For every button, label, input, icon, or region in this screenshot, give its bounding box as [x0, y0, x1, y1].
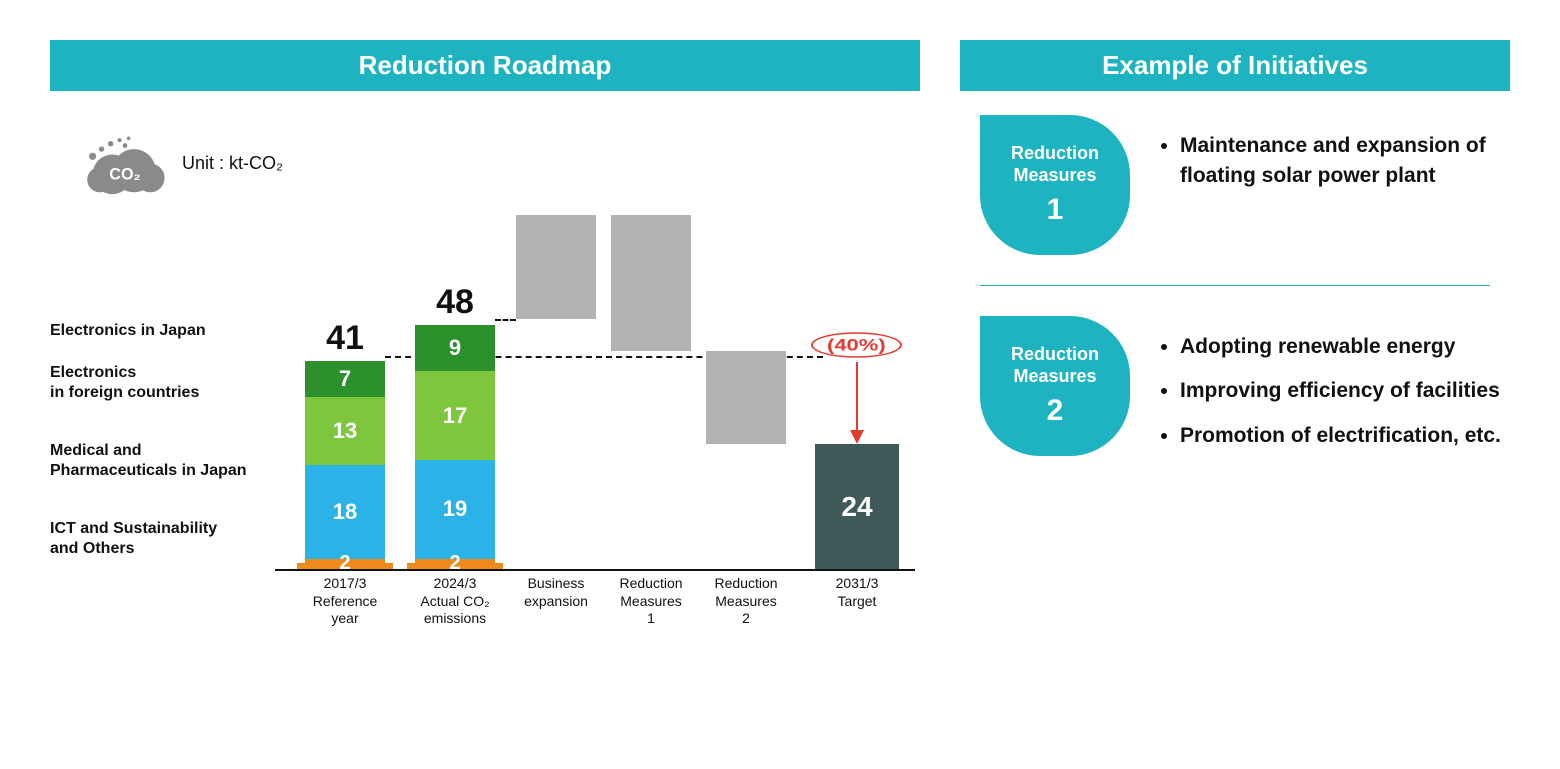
category-label: Electronicsin foreign countries	[50, 363, 199, 403]
badge-number: 1	[1047, 193, 1064, 227]
co2-unit-block: CO₂ Unit : kt-CO₂	[80, 131, 283, 196]
bar-total-label: 41	[305, 319, 385, 358]
bar-segment: 2	[415, 559, 495, 569]
roadmap-panel: Reduction Roadmap CO₂ Unit : kt-CO₂ Elec…	[50, 40, 920, 681]
unit-label: Unit : kt-CO₂	[182, 153, 283, 174]
initiative-item: Promotion of electrification, etc.	[1180, 421, 1510, 451]
x-axis-label: ReductionMeasures1	[601, 575, 701, 628]
initiative-item: Improving efficiency of facilities	[1180, 376, 1510, 406]
x-axis-label: 2024/3Actual CO₂emissions	[405, 575, 505, 628]
x-axis-label: ReductionMeasures2	[696, 575, 796, 628]
reduction-measures-badge: ReductionMeasures 1	[980, 115, 1130, 255]
category-label: Electronics in Japan	[50, 321, 206, 341]
reduction-measures-badge: ReductionMeasures 2	[980, 316, 1130, 456]
bar-segment: 9	[415, 325, 495, 372]
initiatives-panel: Example of Initiatives ReductionMeasures…	[960, 40, 1510, 681]
initiatives-divider-icon	[980, 285, 1490, 286]
badge-title: ReductionMeasures	[1011, 344, 1099, 387]
initiatives-body: ReductionMeasures 1 Maintenance and expans…	[960, 91, 1510, 489]
waterfall-gray-bar	[611, 215, 691, 350]
initiative-row: ReductionMeasures 2 Adopting renewable ene…	[960, 292, 1510, 489]
x-axis-label: Businessexpansion	[506, 575, 606, 610]
x-axis-label: 2017/3Referenceyear	[295, 575, 395, 628]
stacked-bar: 48917192	[415, 325, 495, 569]
reduction-arrow-icon	[850, 430, 864, 444]
svg-text:CO₂: CO₂	[109, 166, 140, 184]
roadmap-header: Reduction Roadmap	[50, 40, 920, 91]
co2-cloud-icon: CO₂	[80, 131, 170, 196]
bar-segment: 18	[305, 465, 385, 559]
bar-segment: 17	[415, 371, 495, 459]
badge-title: ReductionMeasures	[1011, 143, 1099, 186]
guideline-dashed	[495, 319, 516, 321]
bar-segment: 13	[305, 397, 385, 465]
x-axis-baseline	[275, 569, 915, 571]
bar-total-label: 48	[415, 283, 495, 322]
initiative-item: Maintenance and expansion of floating so…	[1180, 131, 1510, 192]
category-label: ICT and Sustainabilityand Others	[50, 519, 217, 559]
bar-segment: 19	[415, 460, 495, 559]
x-axis-label: 2031/3Target	[807, 575, 907, 610]
bar-segment: 2	[305, 559, 385, 569]
chart-plot: 417131822017/3Referenceyear489171922024/…	[285, 191, 905, 621]
initiative-list: Adopting renewable energy Improving effic…	[1158, 316, 1510, 465]
chart-area: CO₂ Unit : kt-CO₂ Electronics in Japan El…	[50, 121, 920, 681]
target-bar: 24	[815, 444, 899, 569]
initiative-row: ReductionMeasures 1 Maintenance and expans…	[960, 91, 1510, 279]
reduction-arrow-stem	[856, 362, 858, 432]
initiative-list: Maintenance and expansion of floating so…	[1158, 115, 1510, 206]
badge-number: 2	[1047, 394, 1064, 428]
waterfall-gray-bar	[706, 351, 786, 445]
pct-reduction-badge: (40%)	[811, 332, 902, 358]
waterfall-gray-bar	[516, 215, 596, 319]
stacked-bar: 41713182	[305, 361, 385, 569]
initiatives-header: Example of Initiatives	[960, 40, 1510, 91]
bar-segment: 7	[305, 361, 385, 397]
initiative-item: Adopting renewable energy	[1180, 332, 1510, 362]
category-label: Medical andPharmaceuticals in Japan	[50, 441, 247, 481]
